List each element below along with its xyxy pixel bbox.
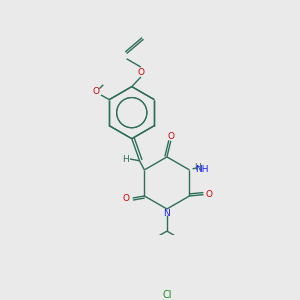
Text: O: O <box>123 194 130 202</box>
Text: NH: NH <box>195 165 208 174</box>
Text: H: H <box>122 155 129 164</box>
Text: O: O <box>137 68 144 77</box>
Text: O: O <box>93 87 100 96</box>
Text: O: O <box>206 190 213 199</box>
Text: O: O <box>167 132 174 141</box>
Text: Cl: Cl <box>162 290 172 300</box>
Text: N: N <box>163 209 170 218</box>
Text: H: H <box>194 163 201 172</box>
